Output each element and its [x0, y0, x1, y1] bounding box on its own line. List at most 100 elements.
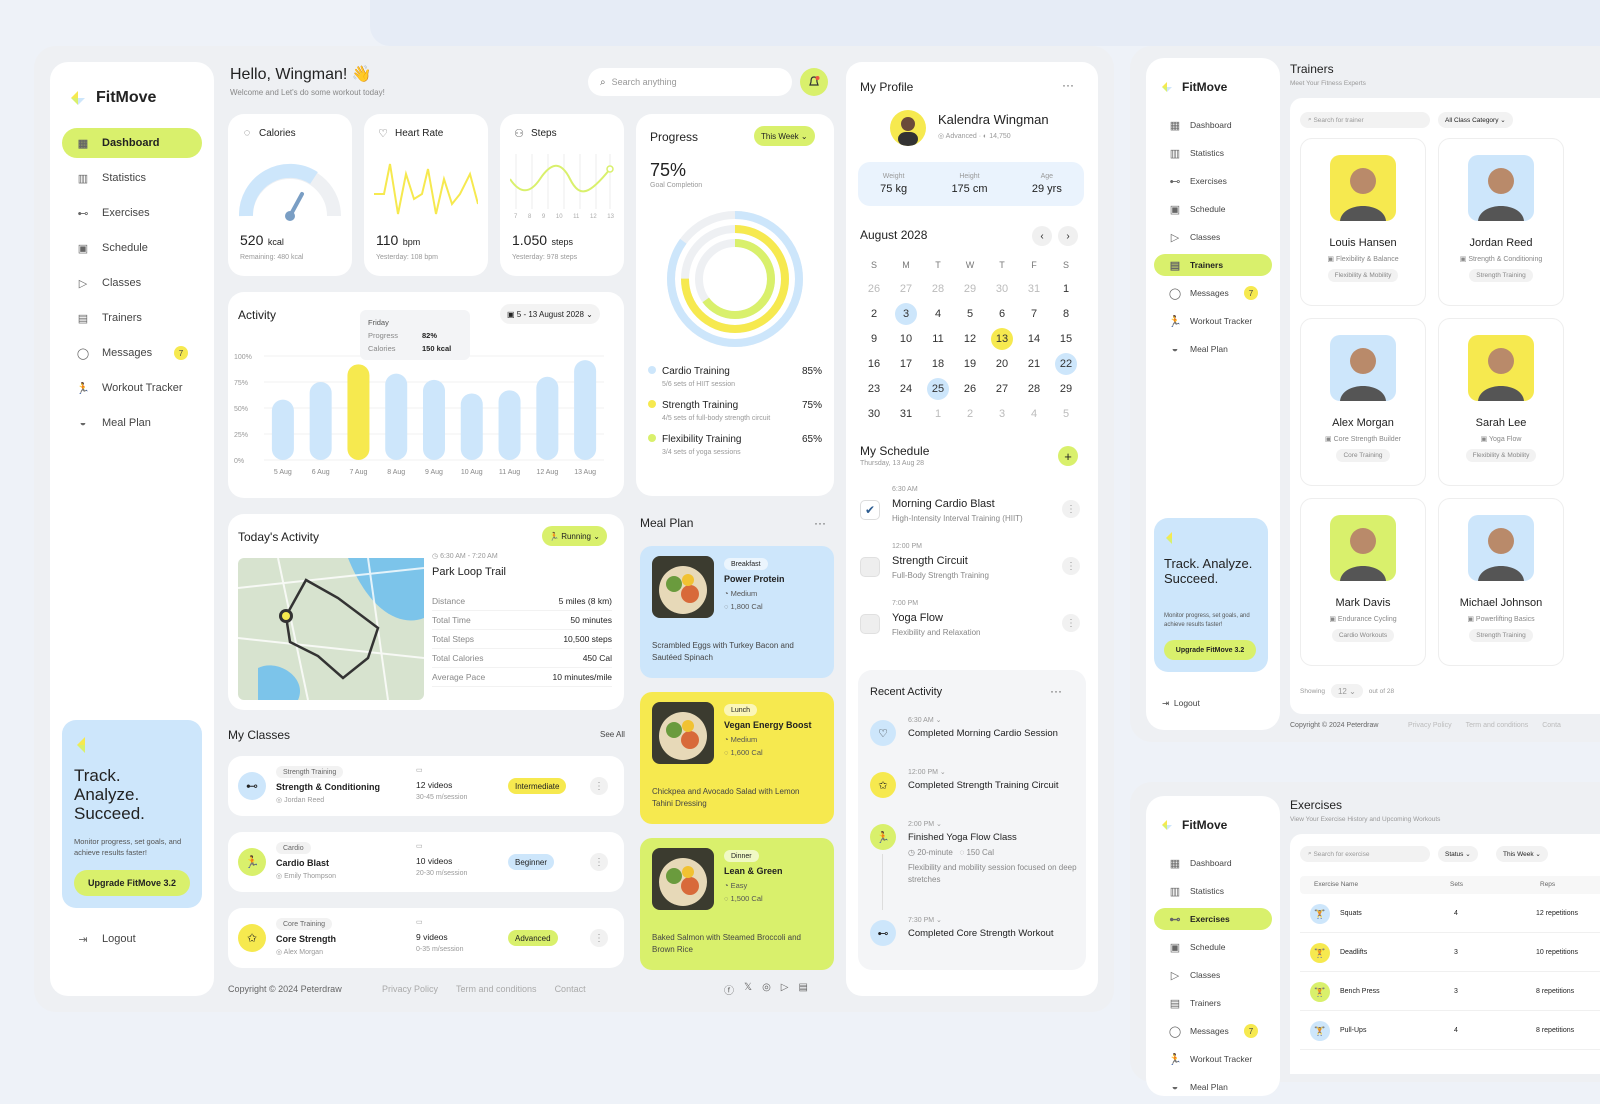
upgrade-button[interactable]: Upgrade FitMove 3.2 — [74, 870, 190, 896]
calendar-day[interactable]: 4 — [934, 307, 942, 320]
footer-link[interactable]: Term and conditions — [456, 984, 537, 994]
calendar-day[interactable]: 4 — [1030, 407, 1038, 420]
bar-12-Aug[interactable] — [536, 376, 559, 460]
calendar-day[interactable]: 25 — [927, 377, 949, 400]
schedule-item[interactable]: ✔ 6:30 AM Morning Cardio Blast High-Inte… — [860, 486, 1084, 543]
see-all-link[interactable]: See All — [600, 730, 625, 739]
calendar-prev-button[interactable]: ‹ — [1032, 226, 1052, 246]
calendar-day[interactable]: 31 — [1027, 282, 1041, 295]
nav-item-schedule[interactable]: ▣ Schedule — [1169, 203, 1226, 216]
calendar-day[interactable]: 7 — [1030, 307, 1038, 320]
recent-item[interactable]: 🏃 2:00 PM ⌄ Finished Yoga Flow Class ◷ 20… — [870, 818, 1078, 914]
search-input[interactable]: Search anything — [611, 77, 677, 87]
calendar-day[interactable]: 5 — [966, 307, 974, 320]
bar-5-Aug[interactable] — [271, 399, 294, 460]
calendar-day[interactable]: 8 — [1062, 307, 1070, 320]
calendar-day[interactable]: 26 — [867, 282, 881, 295]
calendar-day[interactable]: 30 — [867, 407, 881, 420]
nav-item-trainers[interactable]: ▤ Trainers — [77, 312, 142, 325]
schedule-checkbox[interactable] — [860, 557, 880, 577]
calendar-day[interactable]: 31 — [899, 407, 913, 420]
calendar-day[interactable]: 18 — [931, 357, 945, 370]
progress-filter[interactable]: This Week ⌄ — [754, 126, 815, 146]
calendar-day[interactable]: 26 — [963, 382, 977, 395]
table-row[interactable]: 🏋 Deadlifts 3 10 repetitions — [1300, 933, 1600, 972]
calendar-day[interactable]: 2 — [870, 307, 878, 320]
nav-item-schedule[interactable]: ▣ Schedule — [1169, 941, 1226, 954]
nav-item-dashboard[interactable]: ▦ Dashboard — [62, 128, 202, 158]
week-filter[interactable]: This Week ⌄ — [1496, 846, 1548, 862]
status-filter[interactable]: Status ⌄ — [1438, 846, 1478, 862]
nav-item-messages[interactable]: ◯ Messages 7 — [1154, 282, 1272, 304]
calendar-day[interactable]: 29 — [1059, 382, 1073, 395]
nav-item-meal-plan[interactable]: ◒ Meal Plan — [62, 408, 202, 438]
recent-item[interactable]: ♡ 6:30 AM ⌄ Completed Morning Cardio Ses… — [870, 714, 1078, 766]
facebook-icon[interactable]: ⓕ — [724, 986, 734, 997]
trainer-card[interactable]: Alex Morgan ▣ Core Strength Builder Core… — [1300, 318, 1426, 486]
logout-button[interactable]: ⇥ Logout — [1162, 698, 1200, 708]
class-item[interactable]: ✩ Core Training Core Strength ◎ Alex Mor… — [228, 908, 624, 968]
nav-item-dashboard[interactable]: ▦ Dashboard — [1169, 857, 1232, 870]
trainer-card[interactable]: Louis Hansen ▣ Flexibility & Balance Fle… — [1300, 138, 1426, 306]
search-bar[interactable]: ⌕ Search anything — [588, 68, 792, 96]
calendar-day[interactable]: 13 — [991, 327, 1013, 350]
profile-more-icon[interactable]: ··· — [1062, 78, 1074, 92]
schedule-item[interactable]: 7:00 PM Yoga Flow Flexibility and Relaxa… — [860, 600, 1084, 657]
class-more-icon[interactable]: ⋮ — [590, 853, 608, 871]
calendar-day[interactable]: 12 — [963, 332, 977, 345]
calendar-day[interactable]: 19 — [963, 357, 977, 370]
x-icon[interactable]: 𝕏 — [744, 982, 753, 993]
nav-item-classes[interactable]: ▷ Classes — [62, 268, 202, 298]
schedule-checkbox[interactable]: ✔ — [860, 500, 880, 520]
nav-item-schedule[interactable]: ▣ Schedule — [77, 242, 148, 255]
calendar-day[interactable]: 17 — [899, 357, 913, 370]
meal-card[interactable]: Breakfast Power Protein ◔ Medium ◌ 1,800… — [640, 546, 834, 678]
footer-link[interactable]: Contact — [554, 984, 586, 994]
bar-9-Aug[interactable] — [423, 379, 445, 460]
notification-button[interactable] — [800, 68, 828, 96]
add-schedule-button[interactable]: + — [1058, 446, 1078, 466]
nav-item-workout-tracker[interactable]: 🏃 Workout Tracker — [1168, 315, 1253, 328]
calendar-day[interactable]: 28 — [1027, 382, 1041, 395]
nav-item-trainers[interactable]: ▤ Trainers — [1154, 254, 1272, 276]
instagram-icon[interactable]: ◎ — [762, 982, 771, 993]
class-more-icon[interactable]: ⋮ — [590, 777, 608, 795]
calendar-day[interactable]: 24 — [899, 382, 913, 395]
activity-type-filter[interactable]: 🏃 Running ⌄ — [542, 526, 607, 546]
calendar-day[interactable]: 1 — [934, 407, 942, 420]
calendar-day[interactable]: 3 — [998, 407, 1006, 420]
trainer-card[interactable]: Sarah Lee ▣ Yoga Flow Flexibility & Mobi… — [1438, 318, 1564, 486]
table-row[interactable]: 🏋 Bench Press 3 8 repetitions — [1300, 972, 1600, 1011]
calendar-day[interactable]: 23 — [867, 382, 881, 395]
per-page-select[interactable]: 12 ⌄ — [1330, 684, 1363, 698]
bar-7-Aug[interactable] — [347, 364, 370, 460]
nav-item-messages[interactable]: ◯ Messages 7 — [62, 338, 202, 368]
meal-card[interactable]: Dinner Lean & Green ◔ Easy ◌ 1,500 Cal B… — [640, 838, 834, 970]
nav-item-statistics[interactable]: ▥ Statistics — [1169, 147, 1225, 160]
recent-item[interactable]: ✩ 12:00 PM ⌄ Completed Strength Training… — [870, 766, 1078, 818]
footer-link[interactable]: Term and conditions — [1465, 722, 1529, 729]
table-row[interactable]: 🏋 Pull-Ups 4 8 repetitions — [1300, 1011, 1600, 1050]
bar-13-Aug[interactable] — [574, 360, 597, 460]
nav-item-exercises[interactable]: ⊷ Exercises — [1169, 175, 1227, 188]
class-item[interactable]: 🏃 Cardio Cardio Blast ◎ Emily Thompson ▭… — [228, 832, 624, 892]
nav-item-dashboard[interactable]: ▦ Dashboard — [1169, 119, 1232, 132]
trainer-search-input[interactable]: ⌕ Search for trainer — [1300, 112, 1430, 128]
trainer-card[interactable]: Mark Davis ▣ Endurance Cycling Cardio Wo… — [1300, 498, 1426, 666]
calendar-day[interactable]: 10 — [899, 332, 913, 345]
footer-link[interactable]: Privacy Policy — [1408, 722, 1452, 729]
route-map[interactable] — [238, 558, 424, 700]
calendar-day[interactable]: 2 — [966, 407, 974, 420]
bar-8-Aug[interactable] — [385, 373, 408, 460]
schedule-item[interactable]: 12:00 PM Strength Circuit Full-Body Stre… — [860, 543, 1084, 600]
schedule-more-icon[interactable]: ⋮ — [1062, 557, 1080, 575]
nav-item-statistics[interactable]: ▥ Statistics — [1169, 885, 1225, 898]
footer-link[interactable]: Conta — [1542, 722, 1561, 729]
calendar-day[interactable]: 5 — [1062, 407, 1070, 420]
class-item[interactable]: ⊷ Strength Training Strength & Condition… — [228, 756, 624, 816]
logout-button[interactable]: ⇥ Logout — [62, 924, 150, 954]
upgrade-button[interactable]: Upgrade FitMove 3.2 — [1164, 640, 1256, 660]
nav-item-meal-plan[interactable]: ◒ Meal Plan — [1154, 1076, 1272, 1098]
class-more-icon[interactable]: ⋮ — [590, 929, 608, 947]
schedule-more-icon[interactable]: ⋮ — [1062, 500, 1080, 518]
